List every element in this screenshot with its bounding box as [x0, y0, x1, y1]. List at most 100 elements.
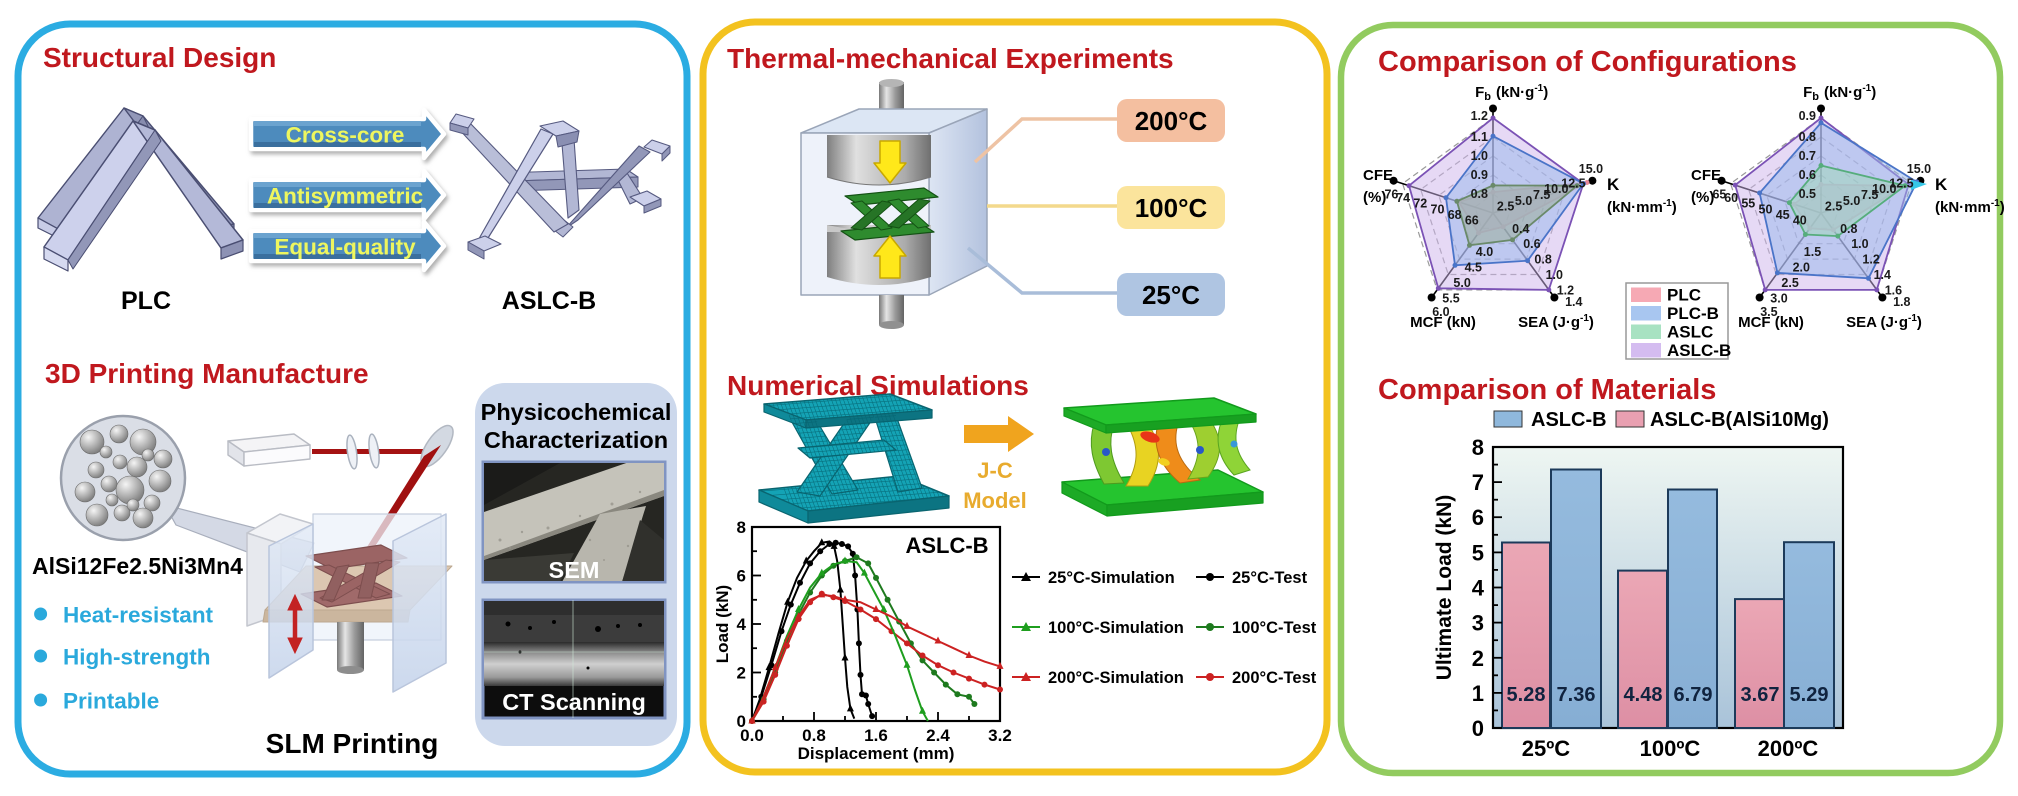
svg-text:60: 60	[1724, 191, 1738, 205]
svg-text:1: 1	[1472, 681, 1484, 706]
svg-text:3D Printing Manufacture: 3D Printing Manufacture	[45, 358, 369, 389]
svg-text:1.5: 1.5	[1804, 245, 1821, 259]
svg-text:1.4: 1.4	[1874, 268, 1891, 282]
svg-text:1.1: 1.1	[1471, 130, 1488, 144]
svg-text:0.9: 0.9	[1471, 168, 1488, 182]
svg-text:0.7: 0.7	[1799, 149, 1816, 163]
svg-text:7.5: 7.5	[1533, 188, 1550, 202]
svg-text:Cross-core: Cross-core	[286, 123, 405, 148]
svg-text:J-C: J-C	[977, 458, 1013, 483]
svg-text:200°C: 200°C	[1135, 106, 1208, 136]
svg-text:(kN·g-1): (kN·g-1)	[1824, 83, 1876, 101]
svg-text:Physicochemical: Physicochemical	[481, 399, 672, 425]
svg-text:K: K	[1607, 175, 1620, 194]
svg-text:200°C-Test: 200°C-Test	[1232, 669, 1317, 687]
svg-text:8: 8	[737, 518, 746, 537]
svg-text:1.2: 1.2	[1471, 109, 1488, 123]
svg-text:1.8: 1.8	[1893, 295, 1910, 309]
svg-text:PLC-B: PLC-B	[1667, 304, 1719, 323]
svg-text:74: 74	[1396, 191, 1410, 205]
svg-text:Displacement (mm): Displacement (mm)	[798, 744, 955, 763]
svg-text:ASLC-B: ASLC-B	[1531, 409, 1607, 431]
svg-text:2.4: 2.4	[926, 726, 950, 745]
svg-text:Thermal-mechanical Experiments: Thermal-mechanical Experiments	[727, 43, 1174, 74]
svg-text:0: 0	[1472, 716, 1484, 741]
svg-text:1.4: 1.4	[1565, 295, 1582, 309]
svg-text:15.0: 15.0	[1579, 162, 1603, 176]
svg-text:Equal-quality: Equal-quality	[274, 235, 416, 260]
svg-text:ASLC-B: ASLC-B	[502, 287, 596, 315]
svg-text:0.8: 0.8	[1471, 187, 1488, 201]
svg-text:5: 5	[1472, 540, 1484, 565]
svg-text:High-strength: High-strength	[63, 645, 210, 670]
svg-text:25°C-Test: 25°C-Test	[1232, 569, 1308, 587]
svg-text:2: 2	[1472, 646, 1484, 671]
svg-text:200°C-Simulation: 200°C-Simulation	[1048, 669, 1184, 687]
svg-text:70: 70	[1431, 202, 1445, 216]
svg-text:0.8: 0.8	[1840, 222, 1857, 236]
svg-text:68: 68	[1448, 208, 1462, 222]
svg-text:1.6: 1.6	[1885, 283, 1902, 297]
svg-text:7: 7	[1472, 470, 1484, 495]
svg-text:CFE: CFE	[1363, 167, 1393, 184]
svg-text:Fb: Fb	[1475, 84, 1491, 103]
svg-text:0.5: 0.5	[1799, 187, 1816, 201]
svg-text:6.0: 6.0	[1432, 305, 1449, 319]
svg-text:0.8: 0.8	[802, 726, 826, 745]
svg-text:10.0: 10.0	[1544, 182, 1568, 196]
svg-text:PLC: PLC	[1667, 286, 1701, 305]
svg-text:Fb: Fb	[1803, 84, 1819, 103]
svg-text:2.5: 2.5	[1781, 276, 1798, 290]
svg-text:25°C-Simulation: 25°C-Simulation	[1048, 569, 1175, 587]
svg-text:10.0: 10.0	[1872, 182, 1896, 196]
svg-text:12.5: 12.5	[1561, 177, 1585, 191]
svg-text:3: 3	[1472, 611, 1484, 636]
svg-text:K: K	[1935, 175, 1948, 194]
svg-text:PLC: PLC	[121, 287, 171, 315]
svg-text:45: 45	[1776, 208, 1790, 222]
svg-text:1.0: 1.0	[1546, 268, 1563, 282]
svg-text:5.28: 5.28	[1507, 684, 1546, 706]
svg-text:0.0: 0.0	[740, 726, 764, 745]
svg-text:4: 4	[1472, 576, 1485, 601]
svg-text:0.6: 0.6	[1523, 237, 1540, 251]
svg-text:(%): (%)	[1363, 189, 1386, 206]
svg-text:Load (kN): Load (kN)	[713, 585, 732, 663]
svg-text:6.79: 6.79	[1674, 684, 1713, 706]
svg-text:8: 8	[1472, 435, 1484, 460]
svg-text:(%): (%)	[1691, 189, 1714, 206]
svg-text:1.0: 1.0	[1851, 237, 1868, 251]
svg-text:(kN·g-1): (kN·g-1)	[1496, 83, 1548, 101]
svg-text:Comparison of Materials: Comparison of Materials	[1378, 374, 1716, 406]
svg-text:100°C-Test: 100°C-Test	[1232, 619, 1317, 637]
svg-text:6: 6	[737, 567, 746, 586]
svg-text:CFE: CFE	[1691, 167, 1721, 184]
svg-text:ASLC-B(AlSi10Mg): ASLC-B(AlSi10Mg)	[1650, 409, 1829, 431]
svg-text:5.0: 5.0	[1453, 276, 1470, 290]
svg-text:Characterization: Characterization	[484, 427, 668, 453]
svg-text:0.9: 0.9	[1799, 109, 1816, 123]
svg-text:CT Scanning: CT Scanning	[502, 689, 646, 715]
svg-text:0.4: 0.4	[1512, 222, 1529, 236]
svg-text:(kN·mm-1): (kN·mm-1)	[1935, 198, 2005, 216]
svg-text:2.5: 2.5	[1497, 200, 1514, 214]
svg-text:66: 66	[1465, 213, 1479, 227]
svg-text:76: 76	[1384, 187, 1398, 201]
svg-text:100ºC: 100ºC	[1640, 736, 1701, 761]
svg-text:55: 55	[1741, 197, 1755, 211]
svg-text:5.5: 5.5	[1442, 291, 1459, 305]
svg-text:Comparison of Configurations: Comparison of Configurations	[1378, 46, 1797, 78]
svg-text:ASLC: ASLC	[1667, 323, 1713, 342]
svg-text:50: 50	[1759, 202, 1773, 216]
svg-text:3.5: 3.5	[1760, 305, 1777, 319]
svg-text:5.0: 5.0	[1843, 194, 1860, 208]
svg-text:0.8: 0.8	[1799, 130, 1816, 144]
svg-text:SEA (J·g-1): SEA (J·g-1)	[1846, 313, 1922, 331]
svg-text:1.6: 1.6	[864, 726, 888, 745]
svg-text:25ºC: 25ºC	[1522, 736, 1571, 761]
svg-text:12.5: 12.5	[1889, 177, 1913, 191]
svg-text:Model: Model	[963, 488, 1027, 513]
svg-text:100°C-Simulation: 100°C-Simulation	[1048, 619, 1184, 637]
svg-text:ASLC-B: ASLC-B	[1667, 341, 1731, 360]
svg-text:15.0: 15.0	[1907, 162, 1931, 176]
